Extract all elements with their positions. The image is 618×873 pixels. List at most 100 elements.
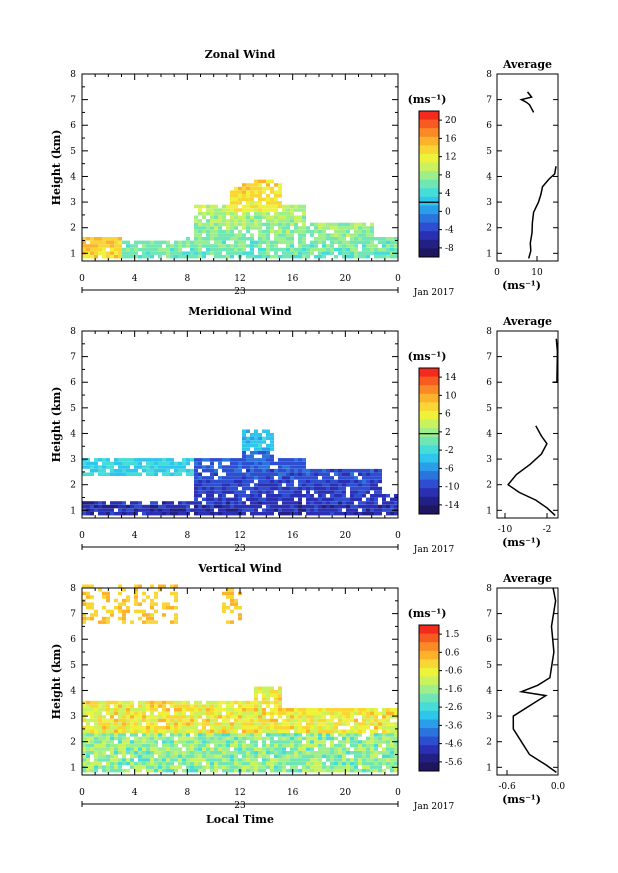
heatmap-cell — [174, 584, 178, 588]
heatmap-cell — [254, 508, 258, 512]
heatmap-cell — [170, 751, 174, 755]
heatmap-cell — [114, 736, 118, 741]
heatmap-cell — [86, 711, 90, 716]
heatmap-cell — [346, 468, 350, 473]
heatmap-cell — [338, 751, 342, 755]
heatmap-cell — [218, 208, 222, 212]
heatmap-cell — [314, 768, 318, 773]
heatmap-cell — [138, 740, 142, 744]
heatmap-cell — [250, 754, 254, 759]
colorbar-swatch — [419, 428, 439, 438]
heatmap-cell — [210, 501, 214, 505]
heatmap-cell — [246, 190, 250, 194]
colorbar-swatch — [419, 214, 439, 224]
heatmap-cell — [246, 458, 250, 462]
heatmap-cell — [218, 237, 222, 241]
heatmap-cell — [158, 251, 162, 255]
heatmap-cell — [106, 461, 110, 466]
heatmap-cell — [338, 483, 342, 487]
heatmap-cell — [250, 715, 254, 719]
heatmap-cell — [138, 700, 142, 705]
heatmap-cell — [174, 747, 178, 751]
heatmap-cell — [122, 468, 126, 473]
heatmap-cell — [118, 237, 122, 241]
heatmap-cell — [122, 501, 126, 505]
heatmap-cell — [370, 758, 374, 762]
heatmap-cell — [178, 465, 182, 469]
heatmap-cell — [114, 244, 118, 248]
heatmap-cell — [382, 254, 386, 259]
heatmap-cell — [306, 715, 310, 719]
heatmap-cell — [294, 718, 298, 723]
heatmap-cell — [222, 609, 226, 614]
heatmap-cell — [350, 743, 354, 748]
heatmap-cell — [266, 451, 270, 455]
heatmap-cell — [346, 240, 350, 245]
heatmap-cell — [210, 461, 214, 466]
heatmap-cell — [166, 747, 170, 751]
heatmap-cell — [338, 758, 342, 762]
heatmap-cell — [322, 229, 326, 234]
heatmap-cell — [270, 490, 274, 494]
heatmap-cell — [346, 708, 350, 712]
heatmap-cell — [190, 254, 194, 259]
heatmap-cell — [234, 476, 238, 480]
heatmap-cell — [186, 765, 190, 769]
heatmap-cell — [370, 486, 374, 491]
heatmap-cell — [234, 233, 238, 237]
heatmap-cell — [158, 458, 162, 462]
heatmap-cell — [154, 718, 158, 723]
heatmap-cell — [310, 740, 314, 744]
heatmap-cell — [194, 240, 198, 245]
heatmap-cell — [290, 208, 294, 212]
heatmap-cell — [270, 497, 274, 502]
heatmap-cell — [138, 751, 142, 755]
heatmap-cell — [238, 733, 242, 737]
heatmap-cell — [142, 240, 146, 245]
heatmap-cell — [98, 251, 102, 255]
heatmap-cell — [270, 190, 274, 194]
heatmap-cell — [226, 222, 230, 227]
heatmap-cell — [294, 486, 298, 491]
heatmap-cell — [82, 247, 86, 252]
heatmap-cell — [278, 704, 282, 708]
heatmap-cell — [330, 754, 334, 759]
heatmap-cell — [238, 472, 242, 476]
heatmap-cell — [106, 251, 110, 255]
heatmap-cell — [254, 718, 258, 723]
heatmap-cell — [106, 711, 110, 716]
heatmap-cell — [282, 229, 286, 234]
heatmap-cell — [322, 486, 326, 491]
heatmap-cell — [318, 486, 322, 491]
heatmap-cell — [274, 251, 278, 255]
heatmap-cell — [394, 244, 398, 248]
heatmap-cell — [106, 609, 110, 614]
heatmap-cell — [366, 226, 370, 230]
heatmap-cell — [346, 229, 350, 234]
heatmap-cell — [234, 751, 238, 755]
heatmap-cell — [250, 504, 254, 509]
heatmap-cell — [174, 591, 178, 596]
heatmap-cell — [290, 725, 294, 730]
heatmap-cell — [262, 718, 266, 723]
heatmap-cell — [258, 247, 262, 252]
heatmap-cell — [130, 504, 134, 509]
heatmap-cell — [158, 758, 162, 762]
heatmap-cell — [174, 254, 178, 259]
heatmap-cell — [110, 718, 114, 723]
heatmap-cell — [162, 754, 166, 759]
heatmap-cell — [254, 215, 258, 219]
heatmap-cell — [158, 461, 162, 466]
heatmap-cell — [254, 483, 258, 487]
heatmap-cell — [386, 237, 390, 241]
heatmap-cell — [178, 244, 182, 248]
heatmap-cell — [246, 711, 250, 716]
heatmap-cell — [326, 501, 330, 505]
heatmap-cell — [246, 204, 250, 209]
heatmap-cell — [306, 736, 310, 741]
heatmap-cell — [190, 765, 194, 769]
heatmap-cell — [110, 501, 114, 505]
heatmap-cell — [146, 468, 150, 473]
heatmap-cell — [174, 247, 178, 252]
